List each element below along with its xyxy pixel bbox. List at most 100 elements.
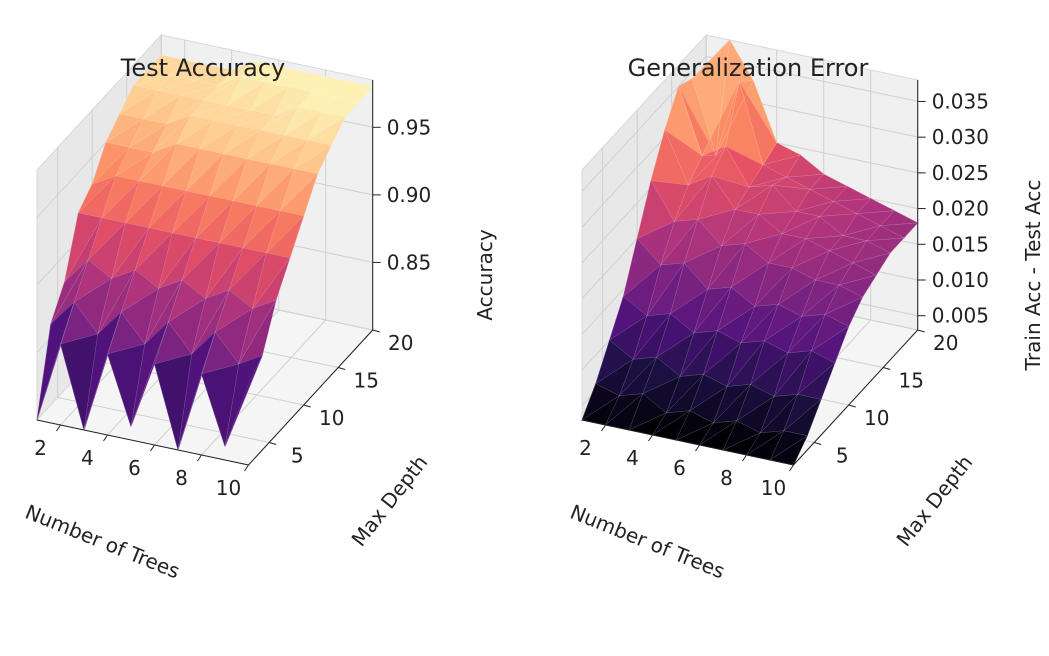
surface-mesh-line xyxy=(660,219,699,266)
surface-mesh-line xyxy=(152,115,191,153)
surface-mesh-line xyxy=(632,313,671,360)
y-tick-label: 10 xyxy=(319,406,344,430)
surface-mesh-line xyxy=(293,144,332,175)
surface-mesh-line xyxy=(824,296,864,327)
surface-facet xyxy=(60,333,99,431)
z-axis-label: Accuracy xyxy=(473,229,497,320)
surface-mesh-line xyxy=(595,358,634,397)
y-tick-label: 5 xyxy=(291,444,304,468)
surface-mesh-line xyxy=(180,84,219,101)
z-tick-label: 0.95 xyxy=(387,115,432,139)
surface-mesh-line xyxy=(656,313,695,358)
surface-mesh-line xyxy=(740,304,779,344)
surface-mesh-line xyxy=(619,356,658,396)
surface-mesh-line xyxy=(36,301,75,421)
surface-mesh-line xyxy=(110,227,150,279)
surface-mesh-line xyxy=(748,164,788,188)
surface-mesh-line xyxy=(120,287,159,345)
surface-mesh-line xyxy=(250,86,290,116)
surface-mesh-line xyxy=(749,176,787,188)
surface-mesh-line xyxy=(675,410,714,441)
surface-mesh-line xyxy=(321,101,360,118)
surface-mesh-line xyxy=(242,205,281,248)
z-tick-label: 0.010 xyxy=(932,268,989,292)
surface-mesh-line xyxy=(101,175,140,218)
surface-mesh-line xyxy=(740,303,779,344)
surface-mesh-line xyxy=(736,383,775,422)
surface-mesh-line xyxy=(124,185,163,229)
surface-mesh-line xyxy=(814,262,854,286)
surface-mesh-line xyxy=(852,252,891,276)
surface-mesh-line xyxy=(228,247,267,291)
surface-mesh-line xyxy=(750,352,789,397)
surface-facet xyxy=(130,321,169,427)
surface-mesh-line xyxy=(716,286,756,332)
surface-mesh-line xyxy=(689,385,728,424)
surface-mesh-line xyxy=(652,410,690,436)
surface-mesh-line xyxy=(199,124,238,155)
x-axis-label: Number of Trees xyxy=(567,500,728,584)
x-axis-line xyxy=(36,419,249,466)
surface-mesh-line xyxy=(293,140,332,170)
surface-mesh-line xyxy=(758,211,797,234)
surface-mesh-line xyxy=(642,356,681,395)
surface-mesh-line xyxy=(138,143,177,187)
surface-mesh-line xyxy=(636,180,675,240)
surface-mesh-line xyxy=(133,74,172,91)
surface-mesh-line xyxy=(618,356,657,397)
surface-mesh-line xyxy=(269,139,309,170)
surface-mesh-line xyxy=(701,81,740,157)
surface-mesh-line xyxy=(119,89,158,120)
surface-mesh-line xyxy=(828,240,868,264)
x-tick-label: 6 xyxy=(673,456,686,480)
surface-mesh-line xyxy=(760,393,799,434)
surface-mesh-line xyxy=(605,393,644,426)
surface-mesh-line xyxy=(783,398,822,436)
x-tick xyxy=(742,454,747,462)
surface-mesh-line xyxy=(804,235,844,252)
x-tick xyxy=(601,424,606,432)
surface-mesh-line xyxy=(162,148,201,192)
surface-mesh-line xyxy=(636,220,675,266)
surface-mesh-line xyxy=(678,86,717,156)
z-tick-label: 0.015 xyxy=(932,232,989,256)
surface-mesh-line xyxy=(77,175,116,219)
surface-mesh-line xyxy=(266,210,305,253)
surface-mesh-line xyxy=(800,284,840,317)
surface-mesh-line xyxy=(203,76,242,101)
surface-mesh-line xyxy=(152,115,191,153)
surface-mesh-line xyxy=(683,218,722,264)
surface-mesh-line xyxy=(664,85,703,157)
x-tick-label: 2 xyxy=(34,436,47,460)
surface-mesh-line xyxy=(856,210,895,227)
surface-mesh-line xyxy=(166,100,205,125)
surface-mesh-line xyxy=(865,225,905,241)
surface-mesh-line xyxy=(64,212,103,283)
surface-mesh-line xyxy=(773,350,812,397)
surface-mesh-line xyxy=(679,330,718,377)
surface-mesh-line xyxy=(209,153,248,196)
surface-mesh-line xyxy=(73,277,112,335)
surface-mesh-line xyxy=(36,301,75,421)
surface-mesh-line xyxy=(797,362,836,400)
surface-mesh-line xyxy=(154,353,193,451)
surface-mesh-line xyxy=(185,148,225,191)
surface-mesh-line xyxy=(132,70,171,86)
surface-mesh-line xyxy=(83,311,122,431)
surface-mesh-line xyxy=(707,243,746,290)
surface-mesh-line xyxy=(692,39,730,79)
surface-mesh-line xyxy=(111,222,150,279)
surface-mesh-line xyxy=(238,299,277,365)
surface-mesh-line xyxy=(735,184,773,210)
surface-mesh-line xyxy=(204,247,244,299)
x-tick xyxy=(244,464,249,472)
surface-mesh-line xyxy=(190,104,229,121)
surface-mesh-line xyxy=(713,383,752,424)
surface-mesh-line xyxy=(763,315,803,354)
surface-mesh-line xyxy=(288,76,327,93)
surface-mesh-line xyxy=(852,240,891,264)
surface-mesh-line xyxy=(232,163,271,207)
surface-mesh-line xyxy=(260,106,299,136)
surface-mesh-line xyxy=(665,374,704,414)
surface-mesh-line xyxy=(581,383,620,421)
